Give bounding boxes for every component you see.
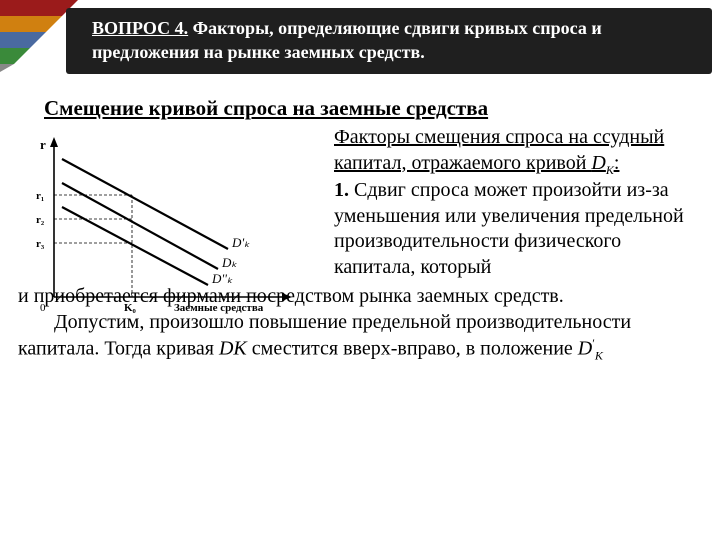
svg-text:r: r <box>40 137 46 152</box>
svg-text:Заемные средства: Заемные средства <box>174 302 264 314</box>
svg-text:r₂: r₂ <box>36 214 45 226</box>
svg-text:D''ₖ: D''ₖ <box>211 271 233 286</box>
dk2-symbol: DK <box>219 337 247 359</box>
svg-text:r₃: r₃ <box>36 238 45 250</box>
svg-text:Dₖ: Dₖ <box>221 255 237 270</box>
right-column-text: Факторы смещения спроса на ссудный капит… <box>334 125 698 280</box>
content-area: r0r₁r₂r₃K₀Заемные средстваD'ₖDₖD''ₖ Факт… <box>0 125 720 280</box>
dk3-subscript: K <box>595 348 603 362</box>
svg-text:0: 0 <box>40 302 46 314</box>
body-paragraph-2: Допустим, произошло повышение предельной… <box>18 310 702 364</box>
para2-part-b: сместится вверх-вправо, в положение <box>247 337 578 359</box>
dk-symbol: D <box>591 152 605 174</box>
section-subtitle: Смещение кривой спроса на заемные средст… <box>44 96 702 121</box>
question-number: ВОПРОС 4. <box>92 18 188 38</box>
dk-subscript: K <box>606 163 614 177</box>
svg-text:r₁: r₁ <box>36 190 44 202</box>
svg-text:K₀: K₀ <box>124 302 137 314</box>
svg-text:D'ₖ: D'ₖ <box>231 235 250 250</box>
point-1-number: 1. <box>334 179 349 201</box>
lead-colon: : <box>614 152 620 174</box>
dk3-symbol: D <box>578 337 592 359</box>
demand-curve-chart: r 0 r₁ r₂ r₃ K₀ Заемные средства D'ₖ DₖD''ₖ <box>24 129 312 317</box>
slide-title-bar: ВОПРОС 4. Факторы, определяющие сдвиги к… <box>66 8 712 74</box>
header-band: ВОПРОС 4. Факторы, определяющие сдвиги к… <box>0 0 720 86</box>
point-1-text: Сдвиг спроса может произойти из-за умень… <box>334 179 684 278</box>
